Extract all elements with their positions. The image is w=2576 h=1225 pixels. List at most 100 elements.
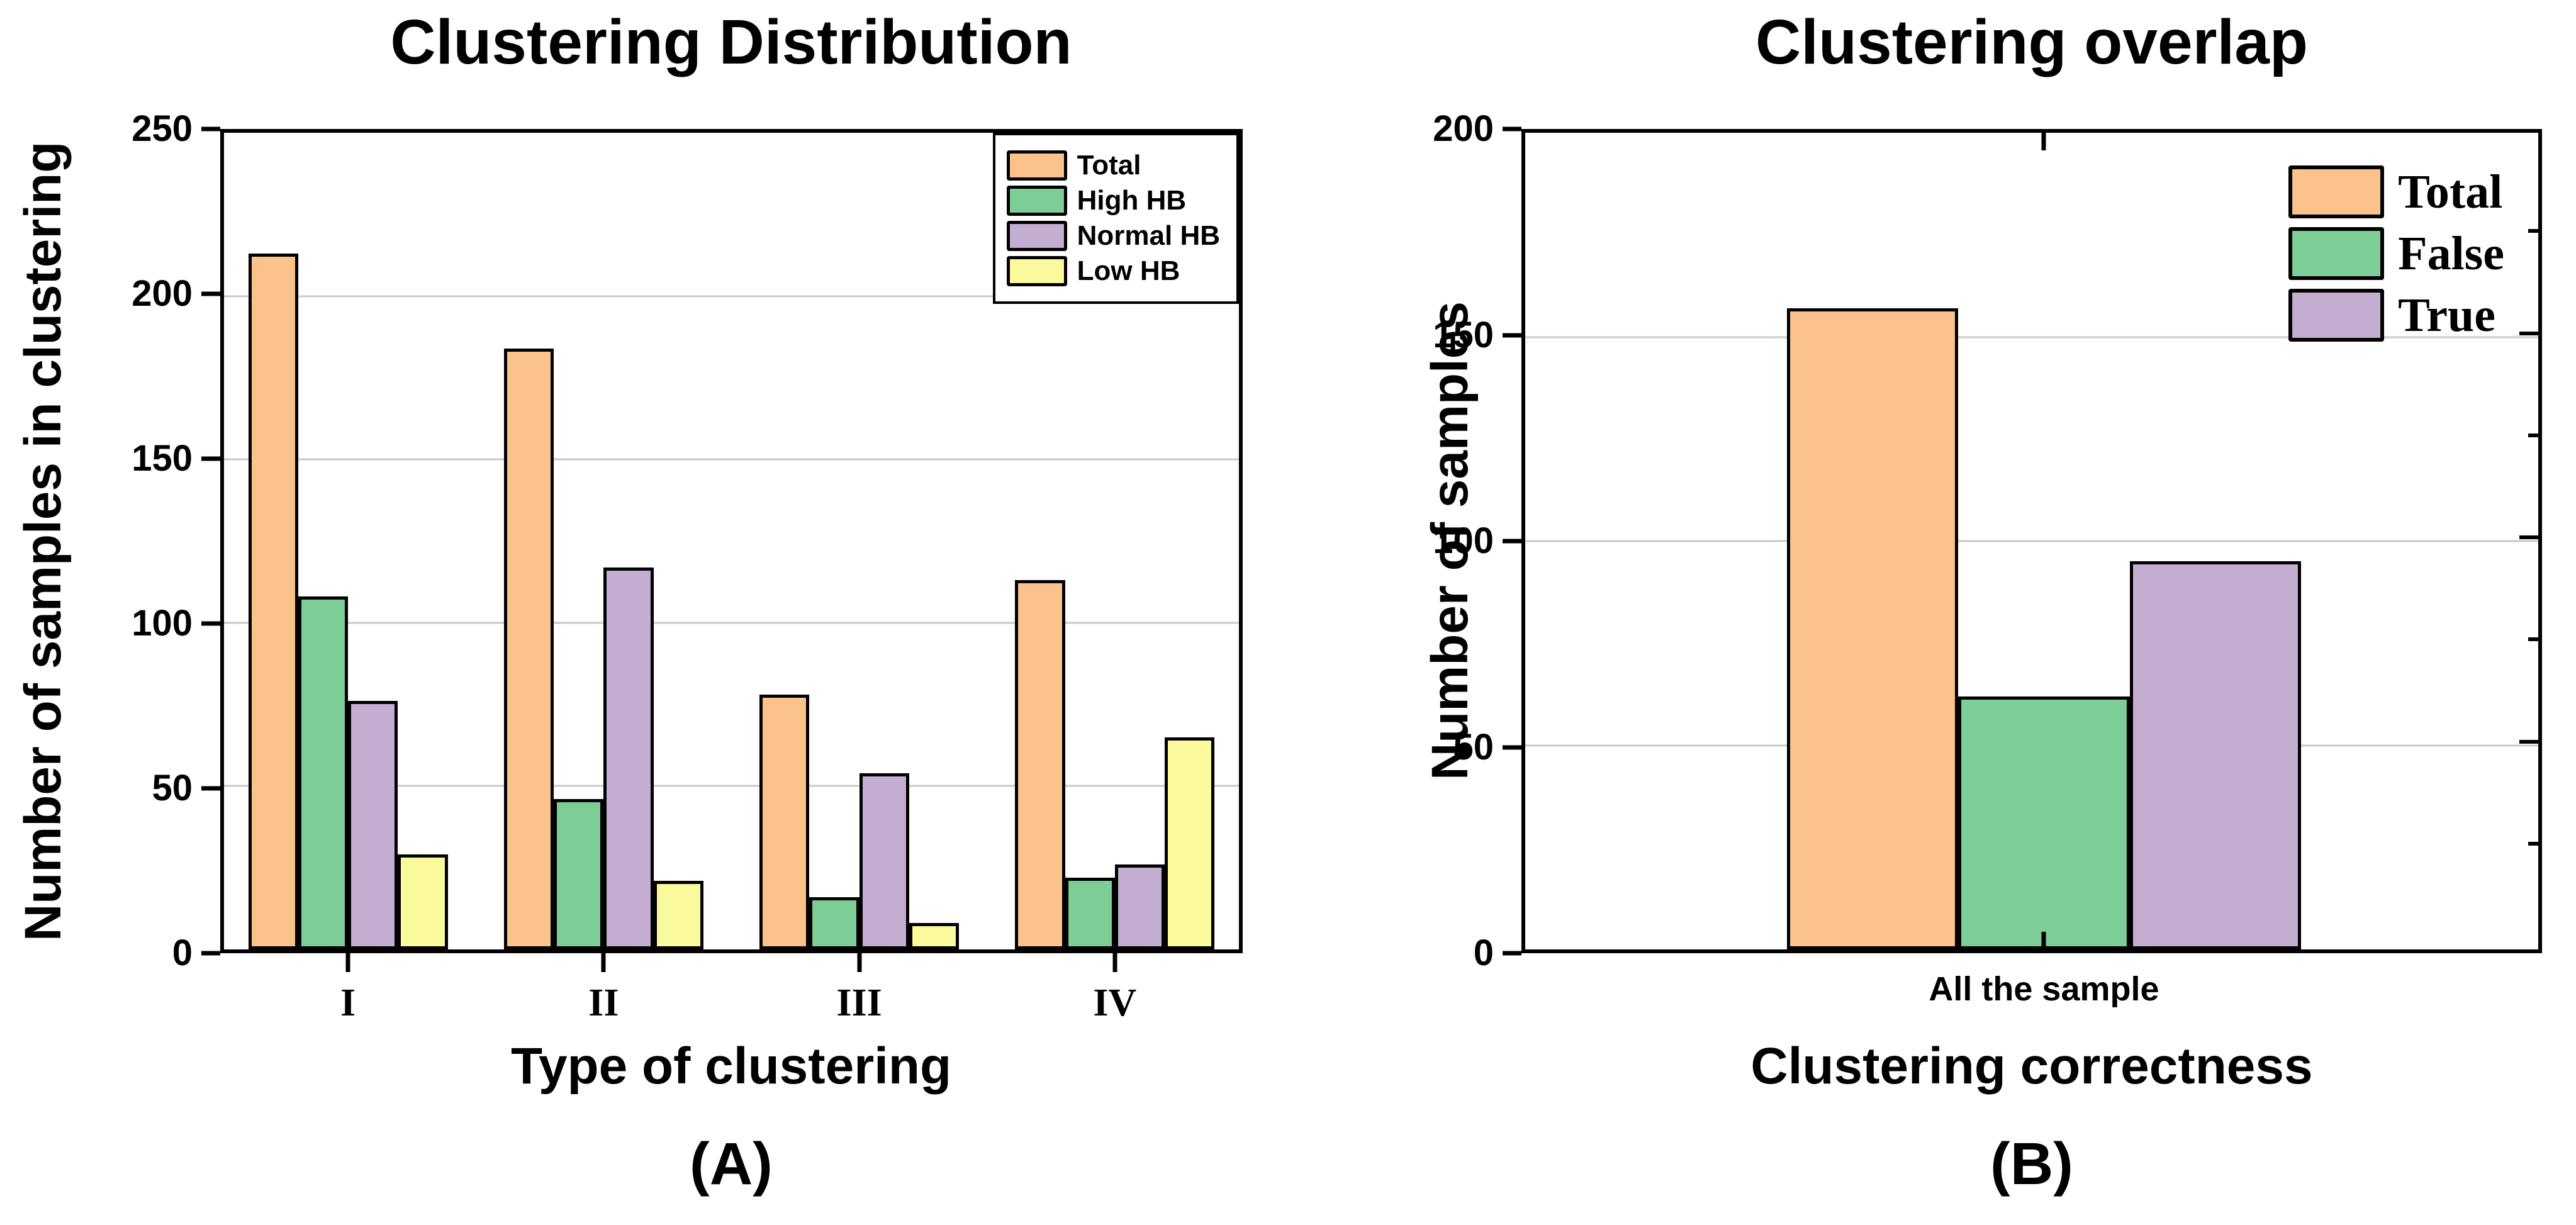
legend-item-normal-hb: Normal HB [1006, 220, 1220, 251]
legend-item-low-hb: Low HB [1006, 255, 1220, 286]
legend-swatch-normal-hb [1006, 221, 1067, 251]
panel-b: Clustering overlap Number of samples Tot… [1321, 0, 2576, 1225]
right-tick-175 [2528, 229, 2538, 233]
y-tick-mark-0 [201, 951, 220, 956]
y-tick-label-50: 50 [1453, 726, 1494, 768]
x-tick-mark-II [601, 953, 606, 972]
gridline-50 [224, 785, 1239, 787]
legend-item-true: True [2288, 289, 2504, 342]
x-tick-label-iii: III [836, 982, 882, 1024]
panel-a: Clustering Distribution Number of sample… [14, 7, 1243, 1197]
legend-item-label: True [2398, 289, 2495, 342]
legend-item-total: Total [1006, 150, 1220, 181]
panel-letter-label: (B) [1990, 1131, 2073, 1197]
x-axis-title: Type of clustering [510, 1038, 952, 1095]
bar-true-all-the-sample [2129, 561, 2302, 949]
bar-total-iii [759, 695, 810, 949]
y-tick-mark-50 [201, 786, 220, 791]
legend-item-label: False [2398, 227, 2504, 280]
x-tick-mark-III [857, 953, 862, 972]
legend-swatch-false [2288, 227, 2385, 280]
bar-low-hb-i [398, 854, 448, 949]
y-tick-mark-200 [1503, 126, 1521, 131]
y-tick-mark-100 [201, 621, 220, 626]
y-tick-label-150: 150 [132, 438, 193, 479]
bar-false-all-the-sample [1958, 696, 2130, 949]
x-tick-mark-bottom-All the sample [2041, 932, 2046, 949]
gridline-100 [224, 622, 1239, 624]
x-tick-mark-IV [1112, 953, 1117, 972]
gridline-150 [1525, 336, 2538, 338]
right-tick-150 [2519, 331, 2538, 335]
bar-high-hb-i [298, 596, 349, 949]
legend-item-label: Low HB [1077, 255, 1180, 286]
legend-swatch-high-hb [1006, 186, 1067, 216]
y-tick-label-50: 50 [152, 768, 193, 808]
legend-swatch-true [2288, 289, 2385, 342]
legend-item-label: Total [1077, 150, 1141, 181]
y-tick-label-100: 100 [1433, 520, 1494, 561]
legend-item-label: Total [2398, 165, 2503, 218]
right-tick-50 [2519, 739, 2538, 744]
y-axis-title: Number of samples in clustering [14, 141, 72, 941]
y-tick-mark-150 [1503, 333, 1521, 337]
legend-item-label: High HB [1077, 185, 1187, 216]
panel-letter-label: (A) [690, 1131, 773, 1197]
bar-normal-hb-ii [603, 567, 654, 949]
bar-high-hb-iii [809, 897, 860, 949]
gridline-200 [224, 295, 1239, 298]
plot-box: Total High HB Normal HB Low HB [220, 129, 1243, 953]
bar-normal-hb-iii [859, 773, 909, 949]
plot-box: Total False True [1521, 129, 2542, 953]
right-tick-100 [2519, 535, 2538, 539]
x-tick-label-all-the-sample: All the sample [1929, 970, 2159, 1008]
y-tick-mark-0 [1503, 951, 1521, 956]
y-tick-label-0: 0 [1473, 932, 1494, 973]
x-tick-label-i: I [340, 982, 356, 1024]
right-tick-25 [2528, 841, 2538, 846]
bar-normal-hb-i [348, 701, 398, 949]
bar-high-hb-ii [554, 799, 604, 949]
x-tick-label-iv: IV [1093, 982, 1137, 1024]
bar-total-ii [503, 348, 554, 949]
legend-swatch-total [2288, 165, 2385, 218]
legend-item-false: False [2288, 227, 2504, 280]
gridline-100 [1525, 540, 2538, 542]
gridline-150 [224, 458, 1239, 461]
y-tick-mark-50 [1503, 745, 1521, 749]
legend: Total False True [2288, 157, 2504, 350]
bar-normal-hb-iv [1114, 864, 1165, 949]
legend-item-high-hb: High HB [1006, 185, 1220, 216]
y-tick-mark-150 [201, 456, 220, 461]
x-axis-title: Clustering correctness [1750, 1038, 2313, 1095]
right-tick-75 [2528, 637, 2538, 642]
y-tick-label-0: 0 [172, 932, 193, 973]
bar-low-hb-iv [1165, 737, 1215, 949]
legend-item-total: Total [2288, 165, 2504, 218]
legend: Total High HB Normal HB Low HB [992, 133, 1239, 304]
bar-total-iv [1015, 580, 1065, 949]
y-tick-label-200: 200 [132, 273, 193, 314]
legend-item-label: Normal HB [1077, 220, 1220, 251]
y-tick-label-250: 250 [132, 108, 193, 149]
bar-total-i [248, 254, 298, 949]
y-tick-label-150: 150 [1433, 314, 1494, 355]
y-tick-label-100: 100 [132, 603, 193, 644]
legend-swatch-low-hb [1006, 256, 1067, 286]
plot-area: Total High HB Normal HB Low HB 0 50 100 150 200… [132, 111, 1243, 1022]
bar-low-hb-ii [653, 880, 703, 949]
legend-swatch-total [1006, 150, 1067, 181]
chart-title: Clustering Distribution [390, 7, 1072, 77]
y-tick-mark-200 [201, 291, 220, 296]
x-tick-mark-I [345, 953, 350, 972]
x-tick-mark-top-All the sample [2041, 133, 2046, 150]
y-tick-mark-250 [201, 126, 220, 131]
right-tick-125 [2528, 433, 2538, 437]
bar-total-all-the-sample [1786, 308, 1959, 949]
x-tick-label-ii: II [588, 982, 619, 1024]
y-tick-mark-100 [1503, 539, 1521, 544]
chart-title: Clustering overlap [1756, 7, 2308, 77]
plot-area: Total False True 0 50 100 150 200 All the sampl… [1433, 111, 2542, 1006]
bar-low-hb-iii [909, 923, 960, 949]
